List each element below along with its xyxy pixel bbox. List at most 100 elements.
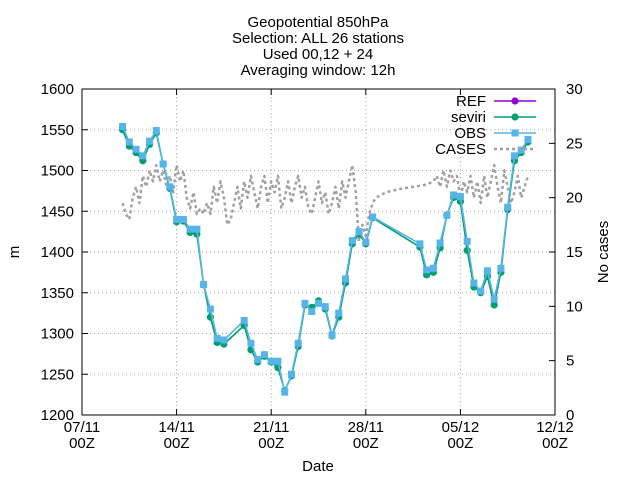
data-point-obs (287, 370, 295, 378)
x-tick-label: 05/12 (442, 419, 480, 436)
legend-item-obs: OBS (454, 125, 536, 142)
axes: 1200 1250 1300 1350 1400 1450 1500 1550 1600 0 5 10… (41, 81, 583, 452)
data-point-obs (524, 136, 532, 144)
data-point-obs (159, 160, 167, 168)
data-point-obs (355, 228, 363, 236)
data-point-obs (152, 127, 160, 135)
x-tick-label-time: 00Z (258, 435, 284, 452)
y-axis-label: m (6, 246, 23, 259)
data-point-obs (213, 334, 221, 342)
data-point-obs (477, 287, 485, 295)
data-point-obs (456, 193, 464, 201)
x-tick-label: 21/11 (253, 419, 289, 436)
data-point-obs (193, 225, 201, 233)
data-point-obs (443, 211, 451, 219)
x-tick-label: 14/11 (158, 419, 194, 436)
data-point-obs (517, 146, 525, 154)
title-line-1: Geopotential 850hPa (248, 14, 390, 31)
y2-axis-label: No cases (595, 221, 612, 284)
data-point-obs (362, 238, 370, 246)
data-point-obs (450, 191, 458, 199)
data-point-obs (267, 357, 275, 365)
data-point-obs (294, 339, 302, 347)
data-point-obs (301, 299, 309, 307)
x-tick-label: 28/11 (348, 419, 384, 436)
data-point-obs (132, 145, 140, 153)
legend-item-seviri: seviri (451, 109, 536, 126)
legend-label: CASES (435, 141, 486, 158)
data-point-obs (369, 213, 377, 221)
series-layer (118, 122, 532, 396)
data-point-obs (260, 351, 268, 359)
x-tick-label: 12/12 (536, 419, 574, 436)
data-point-obs (335, 309, 343, 317)
data-point-obs (348, 237, 356, 245)
series-line-seviri (121, 129, 529, 392)
data-point-obs (490, 295, 498, 303)
legend-item-ref: REF (456, 93, 536, 110)
legend-marker (511, 113, 519, 121)
data-point-obs (416, 240, 424, 248)
series-cases (121, 163, 530, 243)
y-tick-label: 1200 (41, 407, 74, 424)
x-tick-label-time: 00Z (447, 435, 473, 452)
x-tick-label-time: 00Z (69, 435, 95, 452)
data-point-obs (483, 267, 491, 275)
y2-tick-label: 15 (566, 244, 583, 261)
data-point-obs (497, 264, 505, 272)
data-point-obs (125, 138, 133, 146)
y-tick-label: 1500 (41, 163, 74, 180)
data-point-obs (186, 225, 194, 233)
y-tick-label: 1550 (41, 122, 74, 139)
y-tick-label: 1350 (41, 285, 74, 302)
grid (82, 89, 555, 415)
legend-marker (511, 97, 519, 105)
title-line-3: Used 00,12 + 24 (263, 46, 374, 63)
data-point-obs (308, 307, 316, 315)
y-tick-label: 1300 (41, 326, 74, 343)
data-point-obs (254, 356, 262, 364)
legend-label: OBS (454, 125, 486, 142)
data-point-obs (200, 281, 208, 289)
x-tick-label: 07/11 (64, 419, 100, 436)
data-point-obs (315, 299, 322, 307)
y-tick-label: 1400 (41, 244, 74, 261)
y2-tick-label: 0 (566, 407, 574, 424)
data-point-obs (220, 336, 228, 344)
x-axis-label: Date (302, 458, 334, 475)
data-point-obs (281, 388, 289, 396)
data-point-obs (139, 152, 147, 160)
title-line-4: Averaging window: 12h (241, 62, 396, 79)
y-tick-label: 1250 (41, 366, 74, 383)
legend-label: seviri (451, 109, 486, 126)
y-tick-label: 1600 (41, 81, 74, 98)
data-point-obs (206, 305, 214, 313)
x-tick-label-time: 00Z (164, 435, 190, 452)
x-tick-label-time: 00Z (542, 435, 568, 452)
data-point-obs (510, 152, 518, 160)
data-point-seviri (490, 301, 498, 309)
data-point-obs (463, 237, 471, 245)
data-point-obs (504, 203, 512, 211)
data-point-obs (119, 122, 127, 130)
data-point-obs (342, 275, 350, 283)
y2-tick-label: 30 (566, 81, 583, 98)
legend-item-cases: CASES (435, 141, 536, 158)
chart-title: Geopotential 850hPa Selection: ALL 26 st… (232, 14, 404, 79)
data-point-obs (470, 279, 478, 287)
data-point-obs (166, 183, 174, 191)
data-point-obs (240, 316, 248, 324)
series-line-cases (121, 163, 530, 243)
data-point-obs (429, 264, 437, 272)
data-point-obs (173, 215, 181, 223)
legend-marker (511, 129, 519, 137)
series-obs (119, 122, 532, 396)
data-point-obs (146, 137, 154, 145)
data-point-obs (247, 339, 255, 347)
title-line-2: Selection: ALL 26 stations (232, 30, 404, 47)
y2-tick-label: 10 (566, 298, 583, 315)
data-point-obs (179, 215, 187, 223)
data-point-obs (274, 357, 282, 365)
data-point-obs (423, 266, 431, 274)
